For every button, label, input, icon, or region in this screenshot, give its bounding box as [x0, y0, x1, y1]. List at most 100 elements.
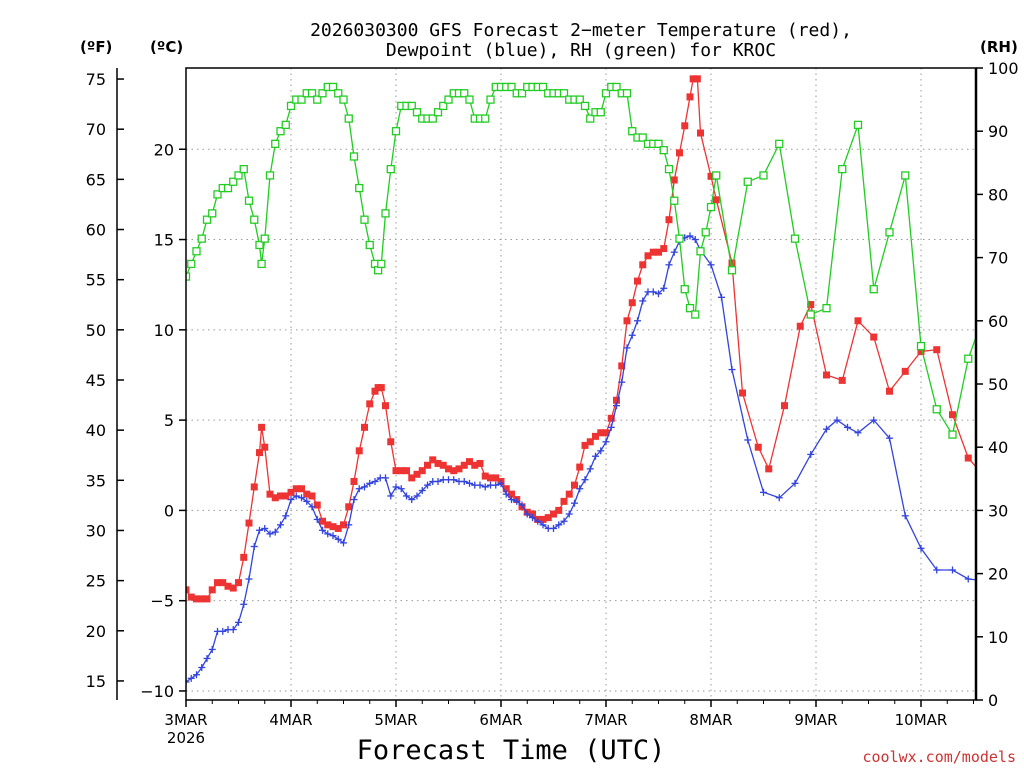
data-point [297, 95, 306, 104]
data-point [981, 473, 988, 480]
data-point [933, 346, 941, 354]
data-series [186, 75, 1019, 686]
x-tick-label: 9MAR [794, 711, 837, 729]
data-point [276, 127, 285, 136]
data-point [355, 183, 364, 193]
data-point [781, 402, 788, 410]
fahrenheit-tick-label: 15 [86, 672, 106, 691]
data-point [644, 252, 652, 260]
data-point [308, 492, 316, 500]
celsius-tick-label: 5 [164, 411, 174, 430]
data-point [996, 286, 1003, 293]
data-point [560, 517, 568, 525]
data-point [298, 494, 305, 502]
x-tick-label: 7MAR [584, 711, 627, 729]
data-point [917, 544, 925, 552]
data-point [403, 492, 410, 500]
data-point [806, 310, 815, 319]
data-point [391, 127, 401, 136]
data-point [686, 93, 694, 101]
data-point [465, 95, 474, 104]
data-point [854, 317, 862, 325]
data-point [334, 524, 342, 532]
data-point [1012, 523, 1019, 530]
data-point [224, 582, 232, 590]
data-point [634, 277, 641, 285]
data-point [665, 216, 673, 224]
data-point [823, 371, 830, 379]
fahrenheit-tick-label: 70 [86, 120, 106, 139]
data-point [328, 82, 338, 92]
data-point [350, 496, 358, 504]
celsius-tick-label: 15 [154, 231, 174, 250]
data-point [198, 595, 206, 603]
data-point [597, 447, 605, 455]
fahrenheit-tick-label: 50 [86, 321, 106, 340]
data-point [744, 436, 752, 444]
data-point [429, 456, 437, 464]
data-point [775, 494, 783, 502]
data-point [245, 519, 253, 527]
data-point [365, 240, 374, 250]
data-point [250, 215, 259, 224]
data-point [981, 311, 988, 318]
data-point [754, 443, 762, 451]
data-point [492, 481, 500, 489]
data-point [571, 499, 578, 507]
data-point [250, 543, 258, 551]
rh-tick-label: 50 [988, 375, 1008, 394]
celsius-tick-label: −10 [140, 682, 174, 701]
data-point [208, 209, 217, 218]
data-point [676, 149, 683, 157]
data-point [649, 288, 657, 296]
data-point [481, 114, 490, 123]
data-point [240, 600, 248, 608]
data-point [544, 514, 552, 522]
data-point [486, 95, 495, 104]
rh-tick-label: 40 [988, 438, 1008, 457]
data-point [382, 474, 389, 482]
data-point [308, 503, 316, 511]
data-point [502, 485, 510, 493]
credit-link[interactable]: coolwx.com/models [862, 748, 1016, 766]
data-point [964, 575, 972, 583]
data-point [1012, 223, 1019, 230]
data-point [596, 108, 605, 117]
data-point [287, 488, 295, 496]
data-point [266, 530, 274, 538]
data-point [349, 152, 359, 161]
data-point [870, 416, 878, 424]
data-point [329, 532, 337, 540]
data-point [612, 82, 621, 92]
data-point [996, 543, 1003, 550]
data-point [712, 196, 720, 204]
data-point [318, 89, 327, 98]
data-point [529, 510, 536, 518]
data-point [303, 490, 311, 498]
data-point [460, 478, 468, 486]
data-point [854, 429, 862, 437]
data-point [618, 378, 626, 386]
data-point [664, 164, 674, 174]
data-point [586, 465, 594, 473]
chart-title-line2: Dewpoint (blue), RH (green) for KROC [386, 40, 776, 61]
x-tick-label: 6MAR [479, 711, 522, 729]
data-point [601, 89, 611, 98]
data-point [235, 618, 242, 626]
data-point [565, 510, 573, 518]
data-point [286, 101, 296, 111]
data-point [523, 510, 531, 518]
data-point [707, 261, 715, 269]
data-point [655, 290, 662, 298]
fahrenheit-tick-label: 55 [86, 271, 106, 290]
data-point [271, 528, 279, 536]
data-point [371, 387, 379, 395]
data-point [366, 400, 374, 408]
data-point [675, 234, 684, 243]
data-point [360, 215, 369, 224]
fahrenheit-tick-label: 65 [86, 170, 106, 189]
data-point [344, 114, 353, 123]
data-point [258, 423, 266, 431]
data-point [933, 566, 941, 574]
data-point [187, 593, 195, 601]
